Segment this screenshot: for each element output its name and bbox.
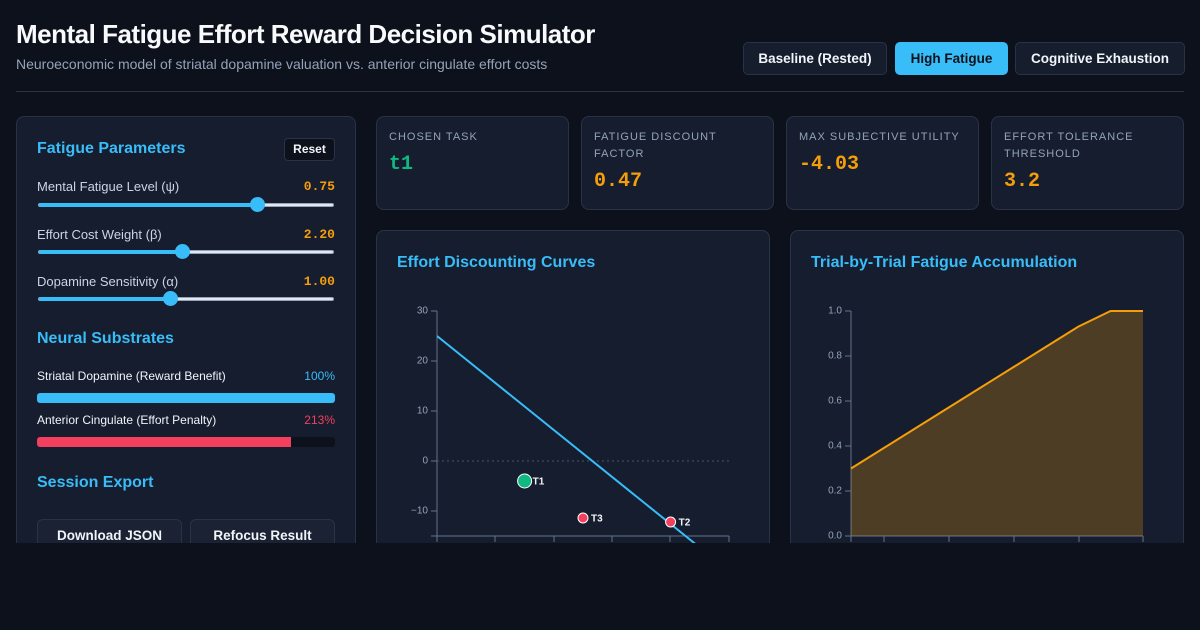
export-button[interactable]: Download JSON <box>37 519 182 543</box>
y-tick-label: 0.6 <box>828 396 842 407</box>
stat-value: 3.2 <box>1004 170 1041 193</box>
stat-value: 0.47 <box>594 170 643 193</box>
point-label: T1 <box>533 477 545 488</box>
reset-button[interactable]: Reset <box>284 138 335 161</box>
charts: 30 20 10 0 −10 T1 T2 T3 0.0 0.2 0.4 0.6 0.8 1.0 <box>411 306 1144 543</box>
y-tick-label: 30 <box>417 306 429 317</box>
slider-thumb[interactable] <box>250 197 265 212</box>
y-tick-label: 0.4 <box>828 441 842 452</box>
substrate-value: 100% <box>304 369 335 383</box>
control-panel <box>16 116 356 543</box>
slider-fill <box>39 203 258 207</box>
stat-value: t1 <box>389 153 414 176</box>
chart-title: Effort Discounting Curves <box>397 254 596 271</box>
point-label: T2 <box>679 518 691 529</box>
chart-title: Trial-by-Trial Fatigue Accumulation <box>811 254 1078 271</box>
section-title: Session Export <box>37 474 154 491</box>
export-button[interactable]: Refocus Result <box>190 519 335 543</box>
slider-thumb[interactable] <box>163 291 178 306</box>
area <box>851 311 1143 536</box>
page-subtitle: Neuroeconomic model of striatal dopamine… <box>16 56 548 72</box>
stat-label: Max Subjective Utility <box>799 131 960 143</box>
substrate-bar <box>37 393 335 403</box>
slider-value: 0.75 <box>303 179 335 194</box>
y-tick-label: 0 <box>422 456 428 467</box>
y-tick-label: 20 <box>417 356 429 367</box>
y-tick-label: −10 <box>411 506 428 517</box>
page-title: Mental Fatigue Effort Reward Decision Si… <box>16 19 595 49</box>
slider-value: 2.20 <box>303 227 335 242</box>
y-tick-label: 0.0 <box>828 531 842 542</box>
substrate-value: 213% <box>304 413 335 427</box>
task-point <box>665 516 677 528</box>
section-title: Fatigue Parameters <box>37 140 186 157</box>
stat-value: -4.03 <box>799 153 860 176</box>
substrate-bar <box>37 437 335 447</box>
preset-button[interactable]: Baseline (Rested) <box>743 42 887 75</box>
curve <box>437 335 696 543</box>
y-tick-label: 1.0 <box>828 306 842 317</box>
preset-button[interactable]: Cognitive Exhaustion <box>1015 42 1185 75</box>
slider[interactable] <box>38 291 334 306</box>
section-title: Neural Substrates <box>37 330 174 347</box>
slider[interactable] <box>38 197 334 212</box>
bar-fill <box>37 393 335 403</box>
bar-fill <box>37 437 291 447</box>
stat-label: Effort Tolerance Threshold <box>1004 131 1134 160</box>
slider-label: Dopamine Sensitivity (α) <box>37 274 179 289</box>
substrate-label: Anterior Cingulate (Effort Penalty) <box>37 413 217 427</box>
area-line <box>850 310 1143 470</box>
y-tick-label: 0.2 <box>828 486 842 497</box>
chart-panel <box>790 230 1184 543</box>
slider-thumb[interactable] <box>175 244 190 259</box>
slider-label: Mental Fatigue Level (ψ) <box>37 179 180 194</box>
stat-label: Chosen Task <box>389 131 478 143</box>
slider[interactable] <box>38 244 334 259</box>
stat-card: Fatigue Discount Factor 0.47 <box>581 116 774 210</box>
slider-label: Effort Cost Weight (β) <box>37 227 162 242</box>
slider-fill <box>39 297 171 301</box>
stat-label: Fatigue Discount Factor <box>594 131 717 160</box>
divider <box>16 91 1184 92</box>
substrate-label: Striatal Dopamine (Reward Benefit) <box>37 369 226 383</box>
point-label: T3 <box>591 514 603 525</box>
stat-card: Max Subjective Utility -4.03 <box>786 116 979 210</box>
stat-card: Effort Tolerance Threshold 3.2 <box>991 116 1184 210</box>
task-point <box>577 512 589 524</box>
task-point <box>517 473 533 489</box>
slider-fill <box>39 250 183 254</box>
chart-panel <box>376 230 770 543</box>
slider-value: 1.00 <box>303 274 335 289</box>
stat-card: Chosen Task t1 <box>376 116 569 210</box>
preset-button[interactable]: High Fatigue <box>895 42 1008 75</box>
y-tick-label: 10 <box>417 406 429 417</box>
content: Fatigue Parameters Reset Mental Fatigue … <box>16 116 1184 543</box>
y-tick-label: 0.8 <box>828 351 842 362</box>
